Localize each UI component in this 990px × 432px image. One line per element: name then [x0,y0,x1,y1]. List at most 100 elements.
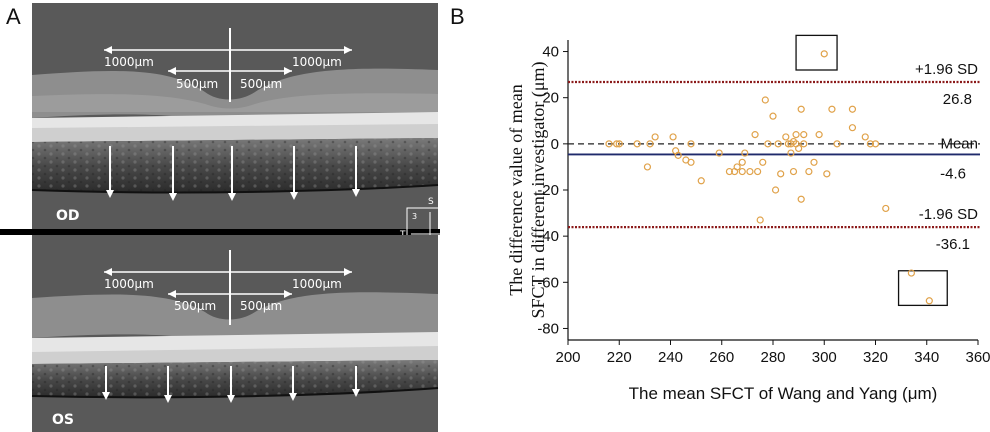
x-axis-title: The mean SFCT of Wang and Yang (μm) [629,384,938,403]
data-point [848,124,857,132]
os-dist-left-inner: 500μm [174,299,216,313]
data-point [769,112,777,120]
data-point [787,149,795,157]
x-tick-label: 300 [812,349,837,366]
x-tick-label: 200 [555,349,580,366]
data-point [674,151,682,159]
od-dist-left-inner: 500μm [176,77,218,91]
mean-value: -4.6 [940,165,966,182]
upper-limit-label: +1.96 SD [915,61,978,78]
data-point [615,140,623,148]
x-tick-label: 240 [658,349,683,366]
x-tick-label: 320 [863,349,888,366]
data-point [795,144,803,153]
y-axis-title-line1: The difference value of mean [506,84,526,296]
outlier-box [897,270,948,307]
data-point [741,149,749,157]
data-point [687,158,695,166]
data-point [820,50,828,58]
y-axis-title-line2: SFCT in different investigator (μm) [528,62,549,319]
data-point [643,163,652,171]
od-dist-left-outer: 1000μm [104,55,154,69]
od-dist-right-inner: 500μm [240,77,282,91]
data-points [605,50,933,305]
os-dist-right-outer: 1000μm [292,277,342,291]
od-thickness-arrows [106,146,360,201]
data-point [792,131,800,139]
data-point [800,131,808,139]
orient-top: S [428,197,434,207]
data-point [646,140,654,148]
data-point [782,133,790,141]
y-axis-title: The difference value of mean SFCT in dif… [506,62,549,319]
od-dist-right-outer: 1000μm [292,55,342,69]
data-point [861,133,869,141]
data-point [605,140,613,148]
upper-limit-value: 26.8 [943,91,972,108]
y-tick-label: -60 [537,274,559,291]
bland-altman-chart: The difference value of mean SFCT in dif… [506,34,990,403]
data-point [697,177,705,185]
data-point [751,131,759,139]
data-point [633,140,641,148]
os-thickness-arrows [102,366,360,403]
os-dist-right-inner: 500μm [240,299,282,313]
data-point [777,170,785,178]
data-point [810,158,818,166]
data-point [815,131,823,139]
eye-label-od: OD [56,208,80,224]
data-point [733,163,741,171]
x-tick-label: 360 [965,349,990,366]
data-point [871,140,880,148]
data-point [651,133,659,141]
reference-labels: +1.96 SD 26.8 Mean -4.6 -1.96 SD -36.1 [915,61,978,253]
data-point [800,140,808,148]
data-point [669,133,677,141]
data-point [797,195,805,203]
y-tick-label: 20 [542,90,559,107]
y-tick-label: -20 [537,182,559,199]
oct-scan-od: 1000μm 1000μm 500μm 500μm OD [0,3,440,235]
data-point [687,140,695,148]
reference-lines [568,80,980,229]
oct-scan-os: 1000μm 1000μm 500μm 500μm OS [31,235,439,432]
data-point [761,96,769,104]
y-tick-label: -40 [537,228,559,245]
data-point [738,167,746,176]
lower-limit-value: -36.1 [936,236,970,253]
data-point [746,167,754,176]
data-point [925,297,933,305]
outlier-boxes [795,34,948,307]
panel-a-label: A [6,4,21,29]
data-point [833,140,841,148]
lower-limit-label: -1.96 SD [919,206,978,223]
data-point [715,149,723,157]
x-tick-label: 260 [709,349,734,366]
outlier-box [795,34,838,71]
data-point [771,186,780,194]
data-point [828,105,836,113]
data-point [866,140,874,148]
eye-label-os: OS [52,412,74,428]
data-point [759,158,767,166]
data-point [764,140,772,148]
panel-b-label: B [450,4,465,29]
data-point [789,167,798,176]
orient-marker: 3 [412,212,417,221]
x-tick-label: 220 [607,349,632,366]
x-tick-label: 340 [914,349,939,366]
y-tick-label: 0 [551,136,559,153]
data-point [774,140,782,148]
y-tick-label: -80 [537,320,559,337]
os-dist-left-outer: 1000μm [104,277,154,291]
data-point [797,105,805,113]
x-tick-label: 280 [760,349,785,366]
oct-panel: 1000μm 1000μm 500μm 500μm OD S 3 T I [0,3,440,432]
data-point [907,269,915,277]
data-point [725,167,734,176]
data-point [823,170,831,178]
data-point [848,105,857,113]
y-tick-label: 40 [542,44,559,61]
data-point [805,167,813,176]
